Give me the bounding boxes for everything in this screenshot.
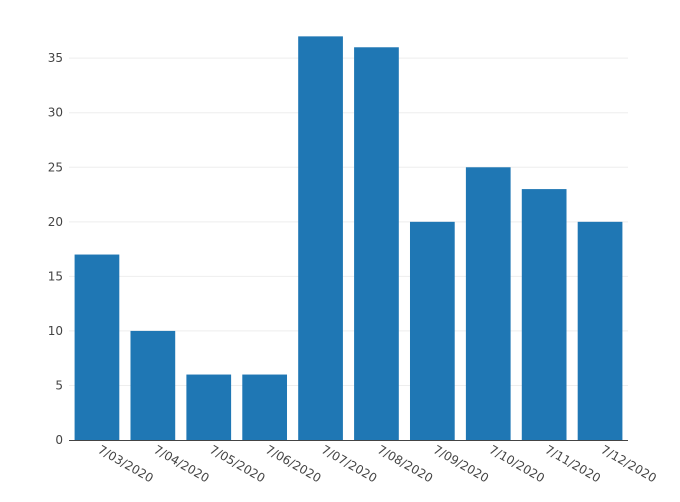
x-tick-label: 7/08/2020 <box>375 442 435 485</box>
y-tick-label: 10 <box>48 324 63 338</box>
bar <box>186 374 232 440</box>
bar <box>354 47 399 440</box>
y-axis-ticks: 0 5 10 15 20 25 30 35 <box>48 51 63 447</box>
y-tick-label: 0 <box>55 433 63 447</box>
bar <box>130 330 176 440</box>
y-tick-label: 25 <box>48 160 63 174</box>
bar <box>74 254 120 440</box>
x-tick-label: 7/12/2020 <box>599 442 659 485</box>
x-tick-label: 7/06/2020 <box>263 442 323 485</box>
y-tick-label: 15 <box>48 269 63 283</box>
x-tick-label: 7/04/2020 <box>151 442 211 485</box>
y-tick-label: 5 <box>55 378 63 392</box>
y-tick-label: 35 <box>48 51 63 65</box>
x-tick-label: 7/09/2020 <box>431 442 491 485</box>
bar <box>298 36 343 440</box>
y-tick-label: 20 <box>48 215 63 229</box>
x-tick-label: 7/10/2020 <box>487 442 547 485</box>
x-tick-label: 7/11/2020 <box>543 442 603 485</box>
bar <box>465 167 511 441</box>
x-axis-ticks: 7/03/20207/04/20207/05/20207/06/20207/07… <box>95 442 658 485</box>
y-tick-label: 30 <box>48 106 63 120</box>
bar <box>242 374 288 440</box>
x-tick-label: 7/07/2020 <box>319 442 379 485</box>
bar <box>577 221 623 440</box>
x-tick-label: 7/05/2020 <box>207 442 267 485</box>
x-tick-label: 7/03/2020 <box>95 442 155 485</box>
bar <box>409 221 455 440</box>
bars <box>74 36 623 441</box>
bar <box>521 189 567 440</box>
